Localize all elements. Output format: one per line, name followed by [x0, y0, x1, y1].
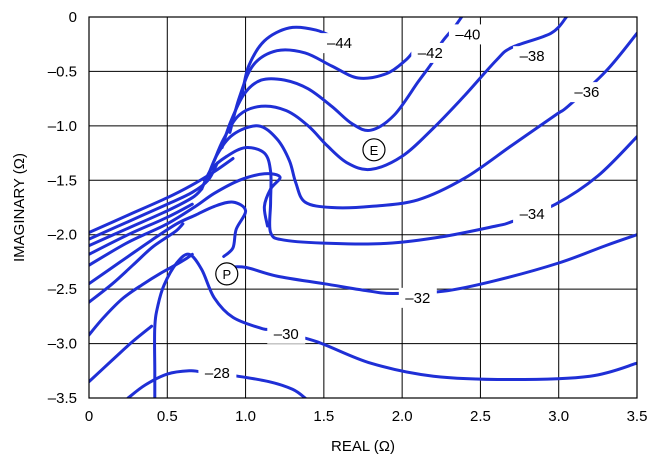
contour-line — [200, 135, 637, 246]
contour-level-label: –28 — [205, 365, 230, 382]
y-tick-label: –0.5 — [48, 63, 77, 80]
contour-line — [89, 157, 235, 234]
x-tick-label: 3.0 — [548, 408, 569, 425]
contour-line — [228, 48, 417, 134]
marker-layer: EP — [215, 138, 386, 286]
contour-label-background — [267, 323, 306, 344]
contour-line — [89, 324, 154, 384]
y-axis-label: IMAGINARY (Ω) — [11, 153, 28, 262]
y-tick-label: –1.0 — [48, 118, 77, 135]
contour-line — [206, 31, 637, 210]
x-tick-label: 0 — [85, 408, 93, 425]
contour-line — [89, 222, 185, 304]
contour-level-label: –34 — [520, 206, 545, 223]
marker-label: E — [370, 143, 379, 158]
y-tick-label: –1.5 — [48, 172, 77, 189]
x-tick-label: 2.0 — [392, 408, 413, 425]
contour-label-background — [513, 204, 552, 225]
contour-line — [240, 25, 338, 95]
contour-line — [89, 187, 204, 248]
contour-level-label: –32 — [405, 290, 430, 307]
contour-line — [89, 202, 194, 256]
marker-label: P — [222, 267, 231, 282]
plot-frame — [88, 16, 638, 399]
contour-label-background — [513, 46, 552, 67]
contour-line — [89, 252, 194, 337]
contour-line — [212, 17, 568, 172]
contour-layer — [89, 17, 637, 398]
contour-label-layer: –44 –42 –40 –38 –36 –34 –32 –30 –28 — [198, 24, 606, 383]
y-tick-label: –2.0 — [48, 227, 77, 244]
contour-line — [89, 172, 282, 267]
contour-level-label: –38 — [520, 48, 545, 65]
y-tick-label: –3.5 — [48, 390, 77, 407]
contour-label-background — [198, 362, 237, 383]
marker-circle — [362, 138, 386, 162]
y-tick-label: –3.0 — [48, 336, 77, 353]
contour-label-background — [398, 287, 437, 308]
y-tick-label: 0 — [69, 9, 77, 26]
marker-circle — [215, 262, 239, 286]
x-tick-label: 1.5 — [313, 408, 334, 425]
contour-level-label: –40 — [455, 26, 480, 43]
contour-level-label: –36 — [574, 84, 599, 101]
contour-label-background — [411, 42, 450, 63]
contour-level-label: –30 — [274, 326, 299, 343]
x-tick-label: 3.5 — [627, 408, 648, 425]
tick-label-layer: 0 0.5 1.0 1.5 2.0 2.5 3.0 3.5 0 –0.5 –1.0 –1.5 –2.0 –… — [48, 9, 648, 425]
contour-line — [153, 252, 637, 398]
contour-level-label: –42 — [418, 45, 443, 62]
contour-line — [89, 161, 219, 241]
x-tick-label: 0.5 — [157, 408, 178, 425]
contour-line — [89, 200, 248, 286]
x-tick-label: 2.5 — [470, 408, 491, 425]
contour-label-background — [567, 82, 606, 103]
y-tick-label: –2.5 — [48, 281, 77, 298]
x-tick-label: 1.0 — [235, 408, 256, 425]
x-axis-label: REAL (Ω) — [331, 438, 395, 455]
contour-level-label: –44 — [327, 35, 352, 52]
contour-label-background — [320, 33, 359, 54]
contour-line — [225, 233, 637, 295]
contour-label-background — [448, 24, 487, 45]
